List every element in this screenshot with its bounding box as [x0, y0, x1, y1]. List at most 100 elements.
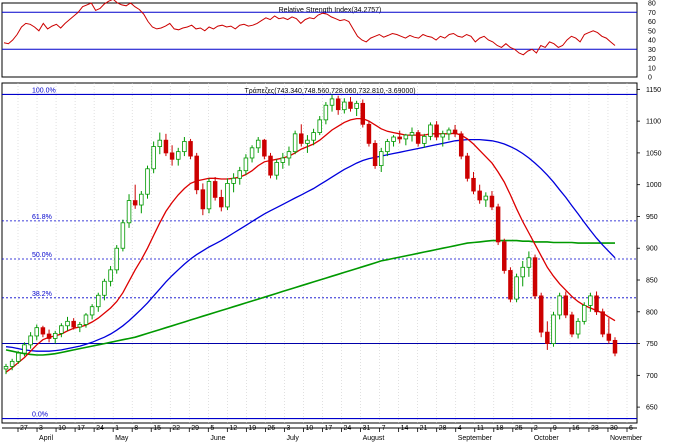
candle — [446, 127, 452, 141]
candle-body — [151, 146, 156, 170]
candle-body — [219, 196, 224, 208]
x-day-label: 19 — [248, 425, 256, 432]
candle — [34, 324, 40, 341]
candle-body — [249, 147, 255, 159]
candle-body — [581, 305, 587, 322]
candle-body — [139, 193, 144, 206]
fib-label-0.0%: 0.0% — [32, 412, 48, 419]
candle — [551, 311, 556, 347]
candle-body — [255, 139, 261, 149]
candle-body — [22, 344, 27, 354]
candle-body — [588, 295, 593, 306]
candle — [323, 102, 329, 125]
candle-body — [612, 339, 618, 354]
candle — [581, 302, 587, 325]
candle-body — [569, 314, 575, 335]
x-day-label: 22 — [172, 425, 180, 432]
candle — [46, 329, 52, 343]
candle-body — [483, 195, 489, 201]
candle-body — [422, 135, 427, 144]
candle-body — [286, 151, 292, 159]
candle — [366, 121, 372, 147]
rsi-y-axis: 80 70 60 50 40 30 20 10 0 — [648, 1, 656, 82]
candle — [452, 124, 458, 138]
candle — [28, 332, 33, 349]
candle-body — [52, 332, 58, 339]
rsi-y-tick-label: 60 — [648, 19, 656, 26]
candle-body — [145, 168, 150, 195]
candle-body — [403, 134, 409, 140]
fib-label-100.0%: 100.0% — [32, 87, 56, 94]
ma-long-line — [5, 239, 615, 356]
candle — [3, 363, 9, 375]
candle-body — [194, 155, 199, 191]
price-y-tick-label: 1150 — [646, 87, 661, 94]
candle-body — [378, 151, 384, 167]
candle-body — [465, 155, 470, 179]
x-day-label: 21 — [420, 425, 428, 432]
candle — [71, 318, 76, 330]
candlesticks — [3, 94, 618, 375]
candle-body — [34, 327, 40, 337]
candle-body — [126, 200, 132, 224]
candle — [169, 145, 175, 166]
candle — [397, 130, 402, 144]
x-day-label: 9 — [553, 425, 557, 432]
candle — [354, 100, 359, 117]
candle-body — [274, 162, 279, 176]
candle-body — [169, 152, 175, 160]
candle-body — [372, 142, 378, 167]
candle-body — [397, 136, 402, 140]
candle — [600, 308, 605, 338]
candle — [409, 127, 415, 142]
candle — [378, 147, 384, 172]
x-day-label: 2 — [534, 425, 538, 432]
x-day-label: 4 — [458, 425, 462, 432]
x-day-label: 16 — [572, 425, 580, 432]
x-day-label: 10 — [58, 425, 66, 432]
candle-body — [188, 141, 193, 157]
candle-body — [268, 155, 273, 176]
candle-body — [409, 132, 415, 136]
candle-body — [77, 324, 83, 328]
candle-body — [434, 124, 439, 138]
candle-body — [89, 306, 95, 316]
price-y-tick-label: 750 — [646, 341, 658, 348]
candle-body — [200, 189, 206, 210]
candle-body — [508, 270, 513, 300]
candle — [145, 165, 150, 199]
candle — [545, 321, 550, 350]
candle-body — [305, 139, 310, 144]
price-y-tick-label: 700 — [646, 373, 658, 380]
candle-body — [292, 133, 298, 153]
candle — [606, 318, 612, 344]
candle — [342, 98, 347, 114]
rsi-series-line — [3, 0, 616, 56]
candle-body — [526, 257, 532, 268]
candle — [22, 342, 27, 357]
candle-body — [323, 104, 329, 121]
x-day-label: 24 — [96, 425, 104, 432]
candle — [532, 254, 538, 300]
fib-label-50.0%: 50.0% — [32, 252, 52, 259]
candle — [391, 135, 396, 147]
candle — [360, 99, 366, 128]
x-day-label: 26 — [267, 425, 275, 432]
candle — [225, 178, 230, 211]
rsi-y-tick-label: 10 — [648, 65, 656, 72]
candle — [9, 358, 15, 371]
candle — [40, 325, 46, 338]
candle-body — [606, 333, 612, 341]
candle — [317, 116, 322, 136]
candle — [286, 146, 292, 166]
candle — [52, 330, 58, 344]
candle-body — [446, 129, 452, 135]
candle — [508, 267, 513, 303]
candle — [126, 194, 132, 228]
price-y-tick-label: 1050 — [646, 150, 662, 157]
candle — [255, 137, 261, 153]
candle — [612, 337, 618, 357]
x-month-label: June — [210, 435, 225, 442]
fib-label-38.2%: 38.2% — [32, 291, 52, 298]
candle-body — [212, 181, 218, 198]
